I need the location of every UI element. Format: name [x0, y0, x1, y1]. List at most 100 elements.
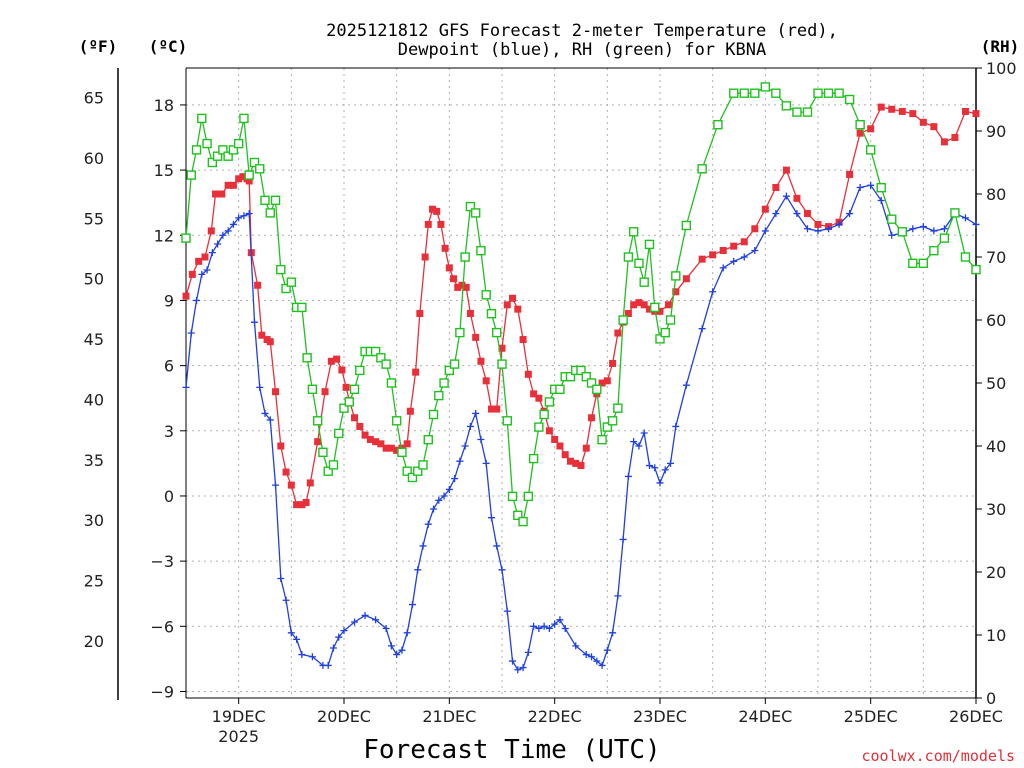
- 2-meter-temperature-point: [740, 238, 748, 246]
- dewpoint-point: [340, 627, 348, 635]
- rh-point: [470, 208, 481, 218]
- dewpoint-point: [482, 459, 490, 467]
- 2-meter-temperature-point: [306, 479, 314, 487]
- dewpoint-point: [324, 661, 332, 669]
- dewpoint-point: [545, 624, 553, 632]
- 2-meter-temperature-point: [277, 442, 285, 450]
- rh-point: [555, 384, 565, 394]
- rh-point: [534, 422, 544, 432]
- fahrenheit-tick-label: 60: [84, 149, 104, 168]
- 2-meter-temperature-point: [545, 427, 553, 435]
- dewpoint-point: [630, 438, 638, 446]
- rh-point: [950, 208, 960, 218]
- rh-point: [492, 327, 502, 338]
- 2-meter-temperature-point: [503, 301, 511, 309]
- 2-meter-temperature-point: [867, 125, 875, 133]
- rh-point: [544, 397, 555, 407]
- rh-point: [671, 271, 681, 281]
- 2-meter-temperature-point: [519, 336, 527, 344]
- 2-meter-temperature-point: [577, 462, 585, 470]
- dewpoint-point: [308, 653, 316, 661]
- dewpoint-point: [856, 183, 864, 191]
- dewpoint-point: [393, 651, 401, 659]
- 2-meter-temperature-point: [572, 459, 580, 467]
- rh-point: [318, 447, 328, 457]
- celsius-tick-label: 6: [164, 357, 174, 376]
- dewpoint-point: [419, 542, 427, 550]
- dewpoint-point: [556, 616, 564, 624]
- time-tick-label: 21DEC: [422, 707, 476, 726]
- rh-point: [908, 258, 918, 268]
- rh-point: [276, 264, 286, 275]
- rh-point: [513, 510, 523, 520]
- 2-meter-temperature-point: [382, 444, 390, 452]
- rh-point: [407, 472, 418, 483]
- rh-point: [844, 94, 855, 105]
- rh-point: [481, 290, 491, 300]
- fahrenheit-tick-label: 50: [84, 270, 104, 289]
- rh-point: [918, 258, 929, 268]
- dewpoint-point: [466, 422, 474, 430]
- dewpoint-point: [661, 466, 669, 474]
- rh-point: [576, 365, 586, 376]
- rh-point: [528, 453, 539, 464]
- dewpoint-point: [382, 624, 390, 632]
- rh-point: [307, 384, 318, 394]
- 2-meter-temperature-point: [201, 253, 209, 261]
- rh-point: [586, 378, 597, 388]
- 2-meter-temperature-point: [551, 435, 559, 443]
- rh-point: [402, 466, 412, 476]
- 2-meter-temperature-point: [224, 181, 232, 189]
- dewpoint-point: [635, 442, 643, 450]
- dewpoint-point: [445, 485, 453, 493]
- rh-point: [581, 372, 591, 382]
- rh-point: [249, 157, 260, 168]
- dewpoint-point: [256, 383, 264, 391]
- 2-meter-temperature-point: [951, 134, 959, 142]
- 2-meter-temperature-point: [682, 275, 690, 283]
- dewpoint-point: [588, 653, 596, 661]
- 2-meter-temperature-point: [803, 210, 811, 218]
- dewpoint-point: [972, 220, 980, 228]
- dewpoint-point: [287, 629, 295, 637]
- 2-meter-temperature-point: [856, 129, 864, 137]
- 2-meter-temperature-point: [372, 438, 380, 446]
- rh-unit-label: (RH): [981, 37, 1020, 56]
- dewpoint-point: [672, 422, 680, 430]
- rh-tick-label: 70: [986, 248, 1006, 267]
- 2-meter-temperature-point: [211, 190, 219, 198]
- 2-meter-temperature-point: [635, 299, 643, 307]
- dewpoint-point: [551, 620, 559, 628]
- 2-meter-temperature-point: [321, 388, 329, 396]
- dewpoint-point: [909, 225, 917, 233]
- 2-meter-temperature-point: [342, 383, 350, 391]
- dewpoint-point: [961, 214, 969, 222]
- dewpoint-point: [351, 618, 359, 626]
- dewpoint-point: [519, 664, 527, 672]
- dewpoint-point: [598, 661, 606, 669]
- rh-point: [739, 88, 749, 98]
- 2-meter-temperature-point: [406, 407, 414, 415]
- rh-point: [592, 384, 602, 394]
- 2-meter-temperature-point: [664, 301, 672, 309]
- dewpoint-point: [593, 657, 601, 665]
- dewpoint-point: [835, 220, 843, 228]
- dewpoint-point: [298, 651, 306, 659]
- 2-meter-temperature-point: [254, 281, 262, 289]
- rh-point: [628, 227, 639, 237]
- 2-meter-temperature-point: [509, 294, 517, 302]
- rh-point: [644, 239, 655, 250]
- dewpoint-point: [487, 514, 495, 522]
- 2-meter-temperature-point: [207, 227, 215, 235]
- x-axis-label: Forecast Time (UTC): [363, 735, 660, 765]
- dewpoint-point: [372, 616, 380, 624]
- celsius-tick-label: −6: [150, 617, 174, 636]
- rh-point: [413, 466, 423, 476]
- 2-meter-temperature-point: [393, 446, 401, 454]
- rh-point: [428, 409, 439, 420]
- rh-point: [212, 151, 223, 161]
- rh-point: [823, 88, 834, 98]
- rh-tick-label: 90: [986, 122, 1006, 141]
- dewpoint-point: [624, 472, 632, 480]
- rh-point: [202, 138, 212, 149]
